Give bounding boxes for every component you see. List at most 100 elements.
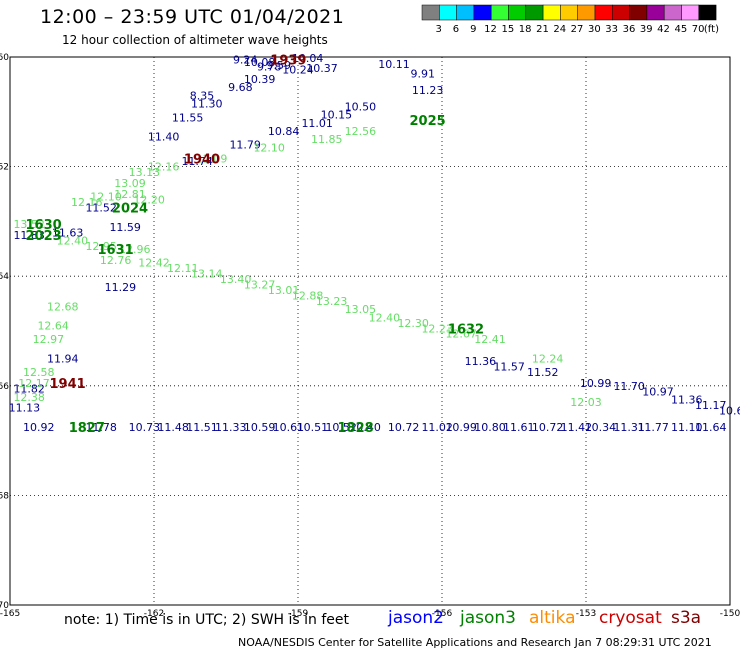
swh-data-label: 12.64 bbox=[37, 320, 69, 333]
swh-data-label: 12.09 bbox=[196, 152, 228, 165]
colorbar-label: 70 bbox=[692, 24, 705, 35]
colorbar-swatch bbox=[421, 4, 440, 21]
swh-data-label: 9.24 bbox=[233, 54, 258, 67]
pass-time-label: 2025 bbox=[410, 114, 446, 129]
swh-data-label: 10.52 bbox=[325, 421, 357, 434]
colorbar-swatch bbox=[646, 4, 665, 21]
swh-data-label: 11.36 bbox=[465, 355, 497, 368]
swh-data-label: 11.29 bbox=[105, 281, 137, 294]
swh-data-label: 13.13 bbox=[129, 166, 161, 179]
swh-data-label: 12.96 bbox=[119, 243, 151, 256]
swh-data-label: 11.13 bbox=[9, 402, 41, 415]
swh-data-label: 9.59 bbox=[267, 59, 292, 72]
colorbar-swatch bbox=[439, 4, 457, 21]
pass-time-label: 1631 bbox=[98, 243, 134, 258]
colorbar-swatch bbox=[456, 4, 475, 21]
colorbar-label: 39 bbox=[640, 24, 653, 35]
swh-data-label: 12.17 bbox=[18, 377, 50, 390]
x-tick-label: -153 bbox=[576, 609, 596, 619]
colorbar-swatch bbox=[663, 4, 682, 21]
swh-data-label: 11.17 bbox=[695, 399, 727, 412]
swh-data-label: 11.74 bbox=[181, 155, 213, 168]
swh-data-label: 12.40 bbox=[369, 311, 401, 324]
y-tick-label: -68 bbox=[0, 491, 9, 501]
colorbar-swatch bbox=[490, 4, 509, 21]
colorbar-swatch bbox=[525, 4, 544, 21]
plot-frame bbox=[9, 56, 731, 606]
swh-data-label: 10.11 bbox=[378, 58, 410, 71]
swh-data-label: 13.01 bbox=[268, 284, 300, 297]
swh-data-label: 12.38 bbox=[13, 391, 45, 404]
swh-data-label: 12.56 bbox=[345, 125, 377, 138]
colorbar-label: 6 bbox=[453, 24, 459, 35]
y-tick-label: -60 bbox=[0, 53, 9, 63]
swh-data-label: 12.41 bbox=[474, 333, 506, 346]
swh-data-label: 12.11 bbox=[167, 262, 199, 275]
swh-data-label: 11.61 bbox=[503, 421, 535, 434]
swh-data-label: 11.77 bbox=[637, 421, 669, 434]
swh-data-label: 11.85 bbox=[311, 133, 343, 146]
swh-data-label: 11.52 bbox=[527, 366, 559, 379]
colorbar-swatch bbox=[508, 4, 527, 21]
swh-data-label: 11.48 bbox=[157, 421, 189, 434]
colorbar-label: 33 bbox=[605, 24, 618, 35]
swh-data-label: 12.58 bbox=[23, 366, 55, 379]
pass-time-label: 1828 bbox=[338, 421, 374, 436]
swh-data-label: 10.08 bbox=[244, 56, 276, 69]
x-tick-label: -162 bbox=[144, 609, 164, 619]
swh-data-label: 9.78 bbox=[257, 60, 282, 73]
swh-data-label: 11.83 bbox=[13, 229, 45, 242]
swh-data-label: 12.95 bbox=[85, 240, 117, 253]
swh-data-label: 11.02 bbox=[421, 421, 453, 434]
swh-data-label: 13.05 bbox=[345, 303, 377, 316]
colorbar-swatch bbox=[698, 4, 717, 21]
swh-data-label: 10.37 bbox=[306, 62, 338, 75]
swh-data-label: 10.24 bbox=[282, 64, 314, 77]
swh-data-label: 10.15 bbox=[321, 109, 353, 122]
pass-time-label: 2023 bbox=[26, 229, 62, 244]
swh-data-label: 12.23 bbox=[421, 322, 453, 335]
colorbar-label: 15 bbox=[501, 24, 514, 35]
pass-time-label: 1827 bbox=[69, 421, 105, 436]
swh-data-label: 10.99 bbox=[580, 377, 612, 390]
swh-data-label: 12.88 bbox=[292, 289, 324, 302]
swh-data-label: 11.33 bbox=[215, 421, 247, 434]
swh-data-label: 12.10 bbox=[253, 141, 285, 154]
x-tick-label: -156 bbox=[432, 609, 453, 619]
swh-data-label: 13.52 bbox=[13, 218, 45, 231]
x-tick-label: -165 bbox=[0, 609, 20, 619]
swh-data-label: 10.69 bbox=[719, 404, 740, 417]
y-tick-label: -64 bbox=[0, 272, 9, 282]
swh-data-label: 11.94 bbox=[47, 352, 79, 365]
swh-data-label: 12.20 bbox=[133, 193, 165, 206]
swh-data-label: 12.97 bbox=[33, 333, 65, 346]
swh-data-label: 10.84 bbox=[268, 125, 300, 138]
colorbar-label: 24 bbox=[553, 24, 566, 35]
colorbar-swatch bbox=[577, 4, 596, 21]
colorbar-label: (ft) bbox=[704, 24, 719, 35]
x-tick-label: -150 bbox=[720, 609, 740, 619]
colorbar-label: 9 bbox=[470, 24, 476, 35]
pass-time-label: 1630 bbox=[26, 218, 62, 233]
swh-data-label: 12.81 bbox=[114, 188, 146, 201]
swh-data-label: 11.10 bbox=[671, 421, 703, 434]
chart-subtitle: 12 hour collection of altimeter wave hei… bbox=[62, 33, 328, 47]
swh-data-label: 10.50 bbox=[345, 100, 377, 113]
colorbar-swatch bbox=[681, 4, 700, 21]
swh-data-label: 13.27 bbox=[244, 278, 276, 291]
swh-data-label: 10.61 bbox=[273, 421, 305, 434]
swh-data-label: 11.55 bbox=[172, 111, 204, 124]
credit-line: NOAA/NESDIS Center for Satellite Applica… bbox=[238, 636, 712, 649]
swh-data-label: 10.59 bbox=[244, 421, 276, 434]
swh-data-label: 12.30 bbox=[397, 317, 429, 330]
swh-data-label: 11.36 bbox=[671, 394, 703, 407]
swh-data-label: 12.68 bbox=[47, 300, 79, 313]
swh-data-label: 10.97 bbox=[642, 385, 674, 398]
swh-data-label: 11.42 bbox=[561, 421, 593, 434]
swh-data-label: 11.79 bbox=[229, 139, 261, 152]
swh-data-label: 10.92 bbox=[23, 421, 55, 434]
pass-time-label: 1632 bbox=[448, 322, 484, 337]
colorbar-label: 36 bbox=[623, 24, 636, 35]
swh-data-label: 8.35 bbox=[190, 89, 215, 102]
